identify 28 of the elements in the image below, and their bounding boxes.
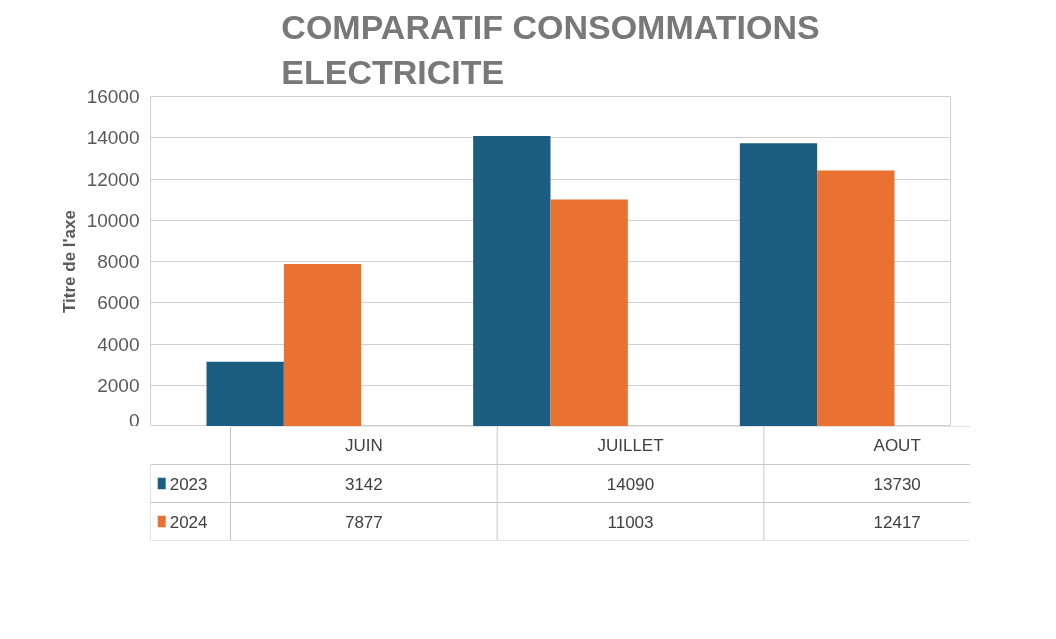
bar xyxy=(739,143,818,426)
bar xyxy=(283,264,362,426)
y-tick-label: 4000 xyxy=(97,333,140,355)
data-label: 11003 xyxy=(607,512,654,532)
y-tick-label: 6000 xyxy=(97,292,140,314)
legend-label: 2023 xyxy=(169,474,208,494)
data-label: 13730 xyxy=(873,474,921,494)
bar xyxy=(206,361,284,426)
x-tick-label: JUIN xyxy=(344,436,383,455)
x-tick-label: JUILLET xyxy=(597,436,664,455)
y-tick-label: 8000 xyxy=(97,251,140,272)
data-label: 12417 xyxy=(873,512,921,532)
y-tick-label: 0 xyxy=(128,409,140,431)
y-tick-label: 12000 xyxy=(86,168,140,190)
bar xyxy=(473,135,551,426)
x-tick-label: AOUT xyxy=(873,436,921,455)
legend-label: 2024 xyxy=(169,512,208,532)
y-axis-title: Titre de l'axe xyxy=(59,210,79,313)
chart-title: COMPARATIF CONSOMMATIONS ELECTRICITE xyxy=(281,7,820,92)
data-label: 7877 xyxy=(344,512,383,532)
y-tick-label: 2000 xyxy=(97,374,140,396)
data-label: 14090 xyxy=(606,474,655,494)
bar xyxy=(550,199,628,426)
bar xyxy=(817,170,895,426)
y-tick-label: 14000 xyxy=(86,127,140,149)
y-tick-label: 10000 xyxy=(86,209,140,231)
data-label: 3142 xyxy=(344,474,383,494)
y-tick-label: 16000 xyxy=(86,86,140,107)
